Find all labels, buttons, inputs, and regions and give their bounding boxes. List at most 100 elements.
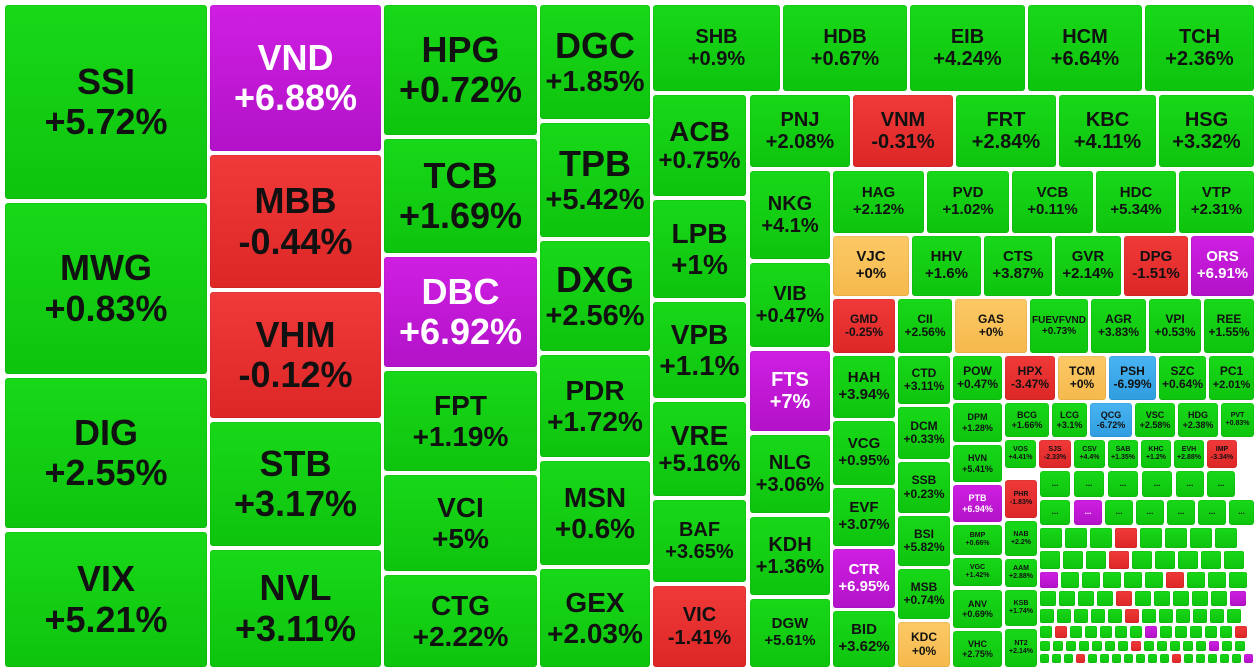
treemap-tile-tiny[interactable]: [1135, 591, 1151, 606]
treemap-tile-tiny[interactable]: [1193, 609, 1207, 623]
treemap-tile-tiny[interactable]: [1144, 641, 1154, 651]
treemap-tile-gvr[interactable]: GVR +2.14%: [1055, 236, 1121, 296]
treemap-tile-tiny[interactable]: [1055, 626, 1067, 638]
treemap-tile-tiny[interactable]: [1092, 641, 1102, 651]
treemap-tile-mwg[interactable]: MWG +0.83%: [5, 203, 207, 374]
treemap-tile-psh[interactable]: PSH -6.99%: [1109, 356, 1156, 400]
treemap-tile-szc[interactable]: SZC +0.64%: [1159, 356, 1206, 400]
treemap-tile-tiny[interactable]: [1176, 609, 1190, 623]
treemap-tile-pvd[interactable]: PVD +1.02%: [927, 171, 1009, 233]
treemap-tile-imp[interactable]: IMP -3.34%: [1207, 440, 1237, 468]
treemap-tile-sjs[interactable]: SJS -2.33%: [1039, 440, 1071, 468]
treemap-tile-tiny[interactable]: [1196, 641, 1206, 651]
treemap-tile-tiny[interactable]: [1040, 626, 1052, 638]
treemap-tile-qcg[interactable]: QCG -6.72%: [1090, 403, 1132, 437]
treemap-tile-tpb[interactable]: TPB +5.42%: [540, 123, 650, 237]
treemap-tile-pc1[interactable]: PC1 +2.01%: [1209, 356, 1254, 400]
treemap-tile-tiny[interactable]: [1235, 641, 1245, 651]
treemap-tile-cii[interactable]: CII +2.56%: [898, 299, 952, 353]
treemap-tile-tiny[interactable]: [1211, 591, 1227, 606]
treemap-tile-hdg[interactable]: HDG +2.38%: [1178, 403, 1218, 437]
treemap-tile-tiny[interactable]: [1166, 572, 1184, 588]
treemap-tile-small[interactable]: ...: [1207, 471, 1235, 497]
treemap-tile-vnd[interactable]: VND +6.88%: [210, 5, 381, 151]
treemap-tile-vsc[interactable]: VSC +2.58%: [1135, 403, 1175, 437]
treemap-tile-tiny[interactable]: [1059, 591, 1075, 606]
treemap-tile-dgw[interactable]: DGW +5.61%: [750, 599, 830, 667]
treemap-tile-lcg[interactable]: LCG +3.1%: [1052, 403, 1087, 437]
treemap-tile-kdh[interactable]: KDH +1.36%: [750, 517, 830, 595]
treemap-tile-tiny[interactable]: [1175, 626, 1187, 638]
treemap-tile-tiny[interactable]: [1076, 654, 1085, 663]
treemap-tile-tiny[interactable]: [1097, 591, 1113, 606]
treemap-tile-tiny[interactable]: [1178, 551, 1198, 569]
treemap-tile-tiny[interactable]: [1192, 591, 1208, 606]
treemap-tile-dgc[interactable]: DGC +1.85%: [540, 5, 650, 119]
treemap-tile-vhc[interactable]: VHC +2.75%: [953, 631, 1002, 667]
treemap-tile-tiny[interactable]: [1090, 528, 1112, 548]
treemap-tile-vre[interactable]: VRE +5.16%: [653, 402, 746, 496]
treemap-tile-tiny[interactable]: [1118, 641, 1128, 651]
treemap-tile-tiny[interactable]: [1078, 591, 1094, 606]
treemap-tile-vgc[interactable]: VGC +1.42%: [953, 558, 1002, 586]
treemap-tile-evf[interactable]: EVF +3.07%: [833, 488, 895, 546]
treemap-tile-tiny[interactable]: [1173, 591, 1189, 606]
treemap-tile-tiny[interactable]: [1170, 641, 1180, 651]
treemap-tile-tiny[interactable]: [1091, 609, 1105, 623]
treemap-tile-nt2[interactable]: NT2 +2.14%: [1005, 629, 1037, 667]
treemap-tile-tiny[interactable]: [1184, 654, 1193, 663]
treemap-tile-tiny[interactable]: [1040, 528, 1062, 548]
treemap-tile-baf[interactable]: BAF +3.65%: [653, 500, 746, 582]
treemap-tile-nkg[interactable]: NKG +4.1%: [750, 171, 830, 259]
treemap-tile-tiny[interactable]: [1052, 654, 1061, 663]
treemap-tile-tiny[interactable]: [1116, 591, 1132, 606]
treemap-tile-vnm[interactable]: VNM -0.31%: [853, 95, 953, 167]
treemap-tile-tiny[interactable]: [1061, 572, 1079, 588]
treemap-tile-hdc[interactable]: HDC +5.34%: [1096, 171, 1176, 233]
treemap-tile-pnj[interactable]: PNJ +2.08%: [750, 95, 850, 167]
treemap-tile-khc[interactable]: KHC +1.2%: [1141, 440, 1171, 468]
treemap-tile-tiny[interactable]: [1208, 572, 1226, 588]
treemap-tile-tiny[interactable]: [1132, 551, 1152, 569]
treemap-tile-tiny[interactable]: [1224, 551, 1244, 569]
treemap-tile-tiny[interactable]: [1140, 528, 1162, 548]
treemap-tile-vpi[interactable]: VPI +0.53%: [1149, 299, 1201, 353]
treemap-tile-ptb[interactable]: PTB +6.94%: [953, 485, 1002, 522]
treemap-tile-agr[interactable]: AGR +3.83%: [1091, 299, 1146, 353]
treemap-tile-tcm[interactable]: TCM +0%: [1058, 356, 1106, 400]
treemap-tile-tiny[interactable]: [1103, 572, 1121, 588]
treemap-tile-hpg[interactable]: HPG +0.72%: [384, 5, 537, 135]
treemap-tile-hcm[interactable]: HCM +6.64%: [1028, 5, 1142, 91]
treemap-tile-small[interactable]: ...: [1229, 500, 1254, 525]
treemap-tile-tiny[interactable]: [1070, 626, 1082, 638]
treemap-tile-tiny[interactable]: [1209, 641, 1219, 651]
treemap-tile-dpg[interactable]: DPG -1.51%: [1124, 236, 1188, 296]
treemap-tile-tiny[interactable]: [1085, 626, 1097, 638]
treemap-tile-nab[interactable]: NAB +2.2%: [1005, 521, 1037, 556]
treemap-tile-tiny[interactable]: [1154, 591, 1170, 606]
treemap-tile-tiny[interactable]: [1082, 572, 1100, 588]
treemap-tile-msb[interactable]: MSB +0.74%: [898, 569, 950, 619]
treemap-tile-tiny[interactable]: [1227, 609, 1241, 623]
treemap-tile-kdc[interactable]: KDC +0%: [898, 622, 950, 667]
treemap-tile-tiny[interactable]: [1124, 572, 1142, 588]
treemap-tile-tiny[interactable]: [1064, 654, 1073, 663]
treemap-tile-tiny[interactable]: [1159, 609, 1173, 623]
treemap-tile-tiny[interactable]: [1115, 528, 1137, 548]
treemap-tile-fpt[interactable]: FPT +1.19%: [384, 371, 537, 471]
treemap-tile-dcm[interactable]: DCM +0.33%: [898, 407, 950, 459]
treemap-tile-tiny[interactable]: [1086, 551, 1106, 569]
treemap-tile-vpb[interactable]: VPB +1.1%: [653, 302, 746, 398]
treemap-tile-gas[interactable]: GAS +0%: [955, 299, 1027, 353]
treemap-tile-tiny[interactable]: [1057, 609, 1071, 623]
treemap-tile-tiny[interactable]: [1208, 654, 1217, 663]
treemap-tile-tiny[interactable]: [1131, 641, 1141, 651]
treemap-tile-shb[interactable]: SHB +0.9%: [653, 5, 780, 91]
treemap-tile-csv[interactable]: CSV +4.4%: [1074, 440, 1105, 468]
treemap-tile-ctg[interactable]: CTG +2.22%: [384, 575, 537, 667]
treemap-tile-ssi[interactable]: SSI +5.72%: [5, 5, 207, 199]
treemap-tile-hpx[interactable]: HPX -3.47%: [1005, 356, 1055, 400]
treemap-tile-bid[interactable]: BID +3.62%: [833, 611, 895, 667]
treemap-tile-tiny[interactable]: [1148, 654, 1157, 663]
treemap-tile-ctr[interactable]: CTR +6.95%: [833, 549, 895, 608]
